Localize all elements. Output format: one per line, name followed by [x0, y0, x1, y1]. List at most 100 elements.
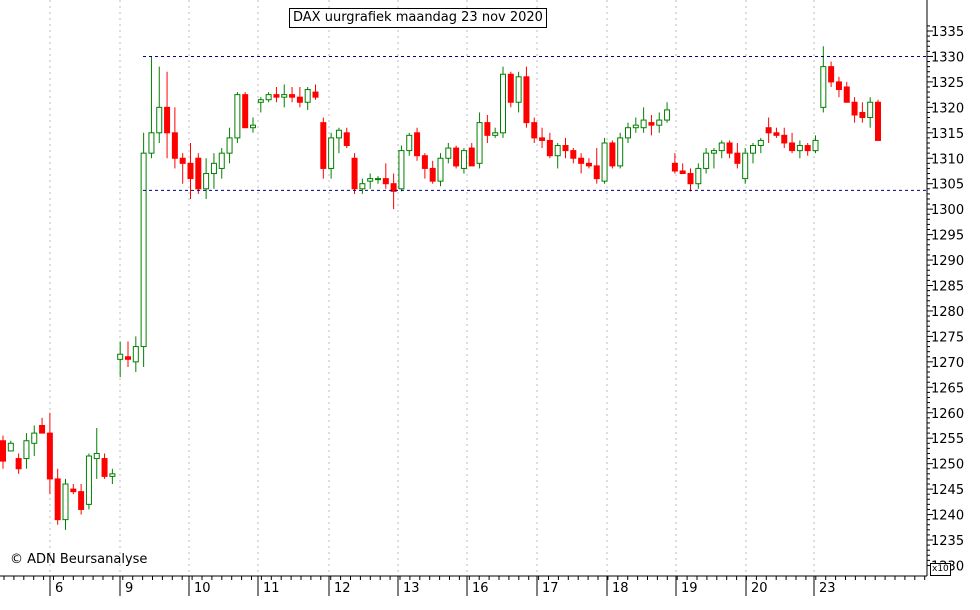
candle-body-up — [820, 66, 827, 108]
candle-body-down — [453, 147, 460, 167]
candle-body-up — [476, 122, 483, 164]
candle-body-down — [781, 134, 788, 144]
candle-body-down — [39, 424, 46, 434]
candle-body-down — [539, 137, 546, 141]
x-tick-label: 18 — [612, 581, 629, 596]
candle-body-up — [328, 137, 335, 169]
y-tick-label: 1330 — [931, 50, 964, 65]
candle-body-up — [718, 142, 725, 152]
candle-body-down — [421, 155, 428, 169]
candle-body-down — [312, 91, 319, 98]
candle-body-down — [507, 73, 514, 103]
candle-body-up — [492, 132, 499, 136]
candle-body-up — [304, 89, 311, 103]
candle-body-up — [656, 119, 663, 126]
scale-note: x10 — [930, 563, 951, 576]
candle-body-up — [554, 145, 561, 157]
y-tick-label: 1300 — [931, 203, 964, 218]
candle-body-down — [429, 167, 436, 182]
y-tick-label: 1320 — [931, 101, 964, 116]
y-tick-label: 1240 — [931, 509, 964, 524]
candle-body-down — [789, 142, 796, 152]
candle-body-up — [710, 150, 717, 154]
candle-body-down — [78, 491, 85, 510]
candle-body-down — [765, 127, 772, 134]
candle-body-up — [109, 473, 116, 477]
candle-body-up — [234, 94, 241, 139]
x-tick-label: 9 — [125, 581, 133, 596]
y-tick-label: 1325 — [931, 76, 964, 91]
candle-body-down — [859, 111, 866, 119]
candle-body-down — [164, 106, 171, 134]
candle-body-up — [460, 150, 467, 169]
candle-body-up — [31, 432, 38, 444]
candle-body-down — [531, 122, 538, 139]
candle-body-down — [523, 76, 530, 124]
candle-body-down — [351, 157, 358, 190]
candle-body-down — [54, 478, 61, 521]
candle-body-down — [484, 122, 491, 136]
y-tick-label: 1260 — [931, 407, 964, 422]
candle-body-up — [117, 353, 124, 360]
candle-body-down — [46, 432, 53, 480]
candle-body-down — [296, 96, 303, 103]
candle-body-down — [679, 170, 686, 175]
candle-body-up — [7, 442, 14, 452]
candle-body-down — [562, 145, 569, 152]
candle-body-down — [187, 162, 194, 180]
candle-body-up — [406, 134, 413, 152]
x-tick-label: 11 — [263, 581, 280, 596]
candle-body-up — [750, 145, 756, 154]
candle-body-down — [70, 488, 77, 493]
candle-body-down — [671, 162, 678, 172]
candle-body-down — [804, 145, 811, 152]
x-tick-label: 6 — [55, 581, 63, 596]
candle-body-down — [734, 152, 741, 164]
candle-body-down — [726, 142, 733, 154]
x-tick-label: 17 — [542, 581, 559, 596]
candle-body-down — [179, 157, 186, 164]
candle-body-up — [742, 152, 749, 180]
y-tick-label: 1295 — [931, 229, 964, 244]
x-tick-label: 16 — [472, 581, 489, 596]
candle-body-down — [835, 81, 842, 91]
candle-body-up — [500, 73, 506, 134]
candle-body-down — [609, 142, 616, 167]
x-tick-label: 10 — [194, 581, 211, 596]
candle-body-down — [414, 132, 421, 157]
candle-body-down — [273, 94, 280, 98]
candle-body-down — [593, 165, 600, 180]
candle-body-up — [62, 483, 69, 521]
candle-body-down — [382, 178, 389, 185]
candle-body-up — [617, 137, 624, 167]
candle-body-down — [125, 356, 131, 360]
candle-body-down — [546, 139, 553, 157]
candle-body-up — [367, 178, 374, 182]
candle-body-down — [320, 122, 327, 169]
candle-body-up — [625, 127, 631, 139]
x-tick-label: 13 — [403, 581, 420, 596]
candle-body-up — [335, 129, 342, 139]
y-tick-label: 1245 — [931, 483, 964, 498]
candle-body-up — [601, 142, 608, 182]
candle-body-down — [171, 132, 178, 159]
x-tick-label: 23 — [819, 581, 836, 596]
candle-body-down — [843, 86, 850, 103]
candle-body-up — [640, 119, 647, 129]
candle-body-up — [757, 139, 764, 147]
candle-body-down — [195, 157, 202, 190]
candle-body-down — [101, 458, 108, 477]
candle-body-up — [375, 178, 381, 181]
x-tick-label: 19 — [681, 581, 698, 596]
x-tick-label: 12 — [334, 581, 351, 596]
candle-body-down — [390, 183, 397, 192]
candle-body-down — [851, 101, 858, 116]
copyright-text: © ADN Beursanalyse — [10, 552, 148, 567]
y-tick-label: 1305 — [931, 178, 964, 193]
x-tick-label: 20 — [751, 581, 768, 596]
candle-body-down — [648, 122, 655, 126]
candle-body-down — [289, 94, 296, 98]
candle-body-up — [281, 94, 288, 98]
candle-body-up — [445, 147, 452, 159]
